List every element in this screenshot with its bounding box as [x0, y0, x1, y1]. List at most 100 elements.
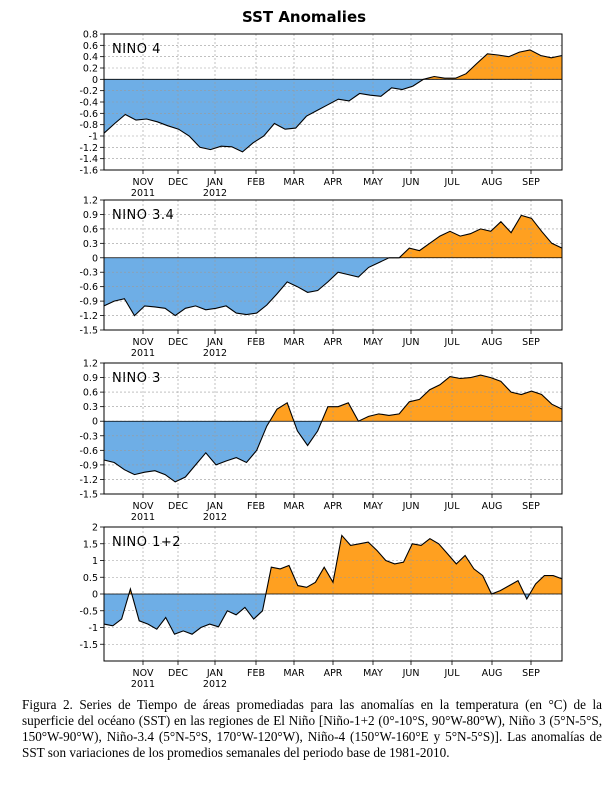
anomaly-series-line — [103, 49, 563, 153]
x-tick-label: FEB — [247, 668, 265, 679]
x-tick-label: JUL — [443, 668, 460, 679]
y-tick-label: 1 — [92, 556, 98, 567]
y-tick-label: -0.6 — [79, 109, 98, 120]
x-tick-label: NOV — [133, 668, 154, 679]
y-tick-label: 1.5 — [83, 539, 98, 550]
y-tick-label: -0.6 — [79, 282, 98, 293]
x-tick-label: MAR — [283, 501, 305, 512]
y-tick-label: -0.3 — [79, 431, 98, 442]
positive-anomaly-area — [104, 49, 562, 80]
positive-anomaly-area — [104, 375, 562, 422]
x-year-label: 2012 — [203, 512, 227, 523]
x-tick-label: JAN — [206, 337, 223, 348]
x-tick-label: JUN — [402, 177, 420, 188]
y-tick-label: -0.3 — [79, 268, 98, 279]
y-tick-label: 0.3 — [83, 402, 98, 413]
x-tick-label: JAN — [206, 501, 223, 512]
y-tick-label: 0.6 — [83, 41, 98, 52]
y-tick-label: -1.2 — [79, 475, 98, 486]
y-tick-label: -0.2 — [79, 86, 98, 97]
y-tick-label: 0 — [92, 417, 98, 428]
y-tick-label: 0.2 — [83, 64, 98, 75]
x-tick-label: SEP — [522, 177, 540, 188]
x-tick-label: MAR — [283, 177, 305, 188]
anomaly-series-line — [103, 534, 563, 635]
x-tick-label: SEP — [522, 337, 540, 348]
x-tick-label: NOV — [133, 337, 154, 348]
x-tick-label: JUN — [402, 668, 420, 679]
x-tick-label: NOV — [133, 501, 154, 512]
x-tick-label: AUG — [482, 337, 503, 348]
x-tick-label: APR — [324, 337, 343, 348]
x-year-label: 2011 — [131, 679, 155, 690]
y-tick-label: -1.2 — [79, 143, 98, 154]
x-tick-label: MAR — [283, 337, 305, 348]
panel-label: NINO 4 — [112, 42, 161, 57]
x-tick-label: DEC — [168, 177, 188, 188]
y-tick-label: -1 — [89, 623, 98, 634]
y-tick-label: 1.2 — [83, 359, 98, 370]
x-tick-label: DEC — [168, 501, 188, 512]
anomaly-series-line — [103, 214, 563, 317]
y-tick-label: 0 — [92, 75, 98, 86]
x-tick-label: DEC — [168, 337, 188, 348]
x-tick-label: APR — [324, 501, 343, 512]
y-tick-label: -1.5 — [79, 490, 98, 501]
x-tick-label: JUL — [443, 501, 460, 512]
y-tick-label: -0.9 — [79, 460, 98, 471]
x-tick-label: DEC — [168, 668, 188, 679]
y-tick-label: 0.9 — [83, 210, 98, 221]
negative-anomaly-area — [104, 79, 424, 152]
x-tick-label: AUG — [482, 177, 503, 188]
x-tick-label: SEP — [522, 501, 540, 512]
y-tick-label: -1.5 — [79, 326, 98, 337]
positive-anomaly-area — [399, 215, 562, 258]
figure-caption: Figura 2. Series de Tiempo de áreas prom… — [22, 697, 602, 760]
x-year-label: 2012 — [203, 188, 227, 199]
y-tick-label: 0 — [92, 590, 98, 601]
positive-anomaly-area — [104, 535, 562, 594]
y-tick-label: -1.4 — [79, 154, 98, 165]
x-tick-label: NOV — [133, 177, 154, 188]
panel-label: NINO 3.4 — [112, 208, 174, 223]
y-tick-label: 0.9 — [83, 373, 98, 384]
anomaly-series-line — [103, 374, 563, 483]
y-tick-label: 2 — [92, 523, 98, 534]
y-tick-label: -0.8 — [79, 120, 98, 131]
y-tick-label: -1.2 — [79, 311, 98, 322]
x-tick-label: FEB — [247, 337, 265, 348]
panel-label: NINO 1+2 — [112, 535, 181, 550]
y-tick-label: 0.8 — [83, 30, 98, 41]
panel-label: NINO 3 — [112, 371, 161, 386]
x-year-label: 2011 — [131, 512, 155, 523]
negative-anomaly-area — [104, 257, 562, 316]
x-year-label: 2011 — [131, 348, 155, 359]
x-tick-label: MAY — [363, 337, 383, 348]
y-tick-label: -1 — [89, 132, 98, 143]
x-tick-label: AUG — [482, 501, 503, 512]
x-tick-label: JUL — [443, 337, 460, 348]
y-tick-label: -0.6 — [79, 446, 98, 457]
x-tick-label: APR — [324, 668, 343, 679]
x-year-label: 2012 — [203, 348, 227, 359]
x-tick-label: JUN — [402, 337, 420, 348]
y-tick-label: 0.3 — [83, 239, 98, 250]
y-tick-label: -0.4 — [79, 98, 98, 109]
y-tick-label: 0.5 — [83, 573, 98, 584]
x-tick-label: FEB — [247, 501, 265, 512]
y-tick-label: 0.4 — [83, 52, 98, 63]
x-tick-label: MAY — [363, 668, 383, 679]
x-tick-label: FEB — [247, 177, 265, 188]
sst-anomalies-charts: 0.80.60.40.20-0.2-0.4-0.6-0.8-1-1.2-1.4-… — [79, 30, 563, 690]
figure-title: SST Anomalies — [241, 8, 367, 26]
x-tick-label: MAR — [283, 668, 305, 679]
x-tick-label: MAY — [363, 501, 383, 512]
x-tick-label: JAN — [206, 668, 223, 679]
y-tick-label: -0.9 — [79, 297, 98, 308]
x-tick-label: JUN — [402, 501, 420, 512]
x-tick-label: JAN — [206, 177, 223, 188]
x-year-label: 2012 — [203, 679, 227, 690]
y-tick-label: -1.6 — [79, 166, 98, 177]
x-tick-label: AUG — [482, 668, 503, 679]
y-tick-label: 0.6 — [83, 224, 98, 235]
